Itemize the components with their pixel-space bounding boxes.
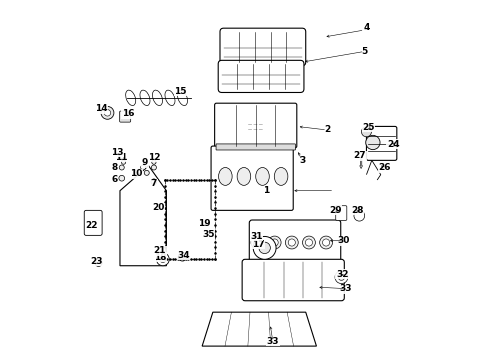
- Circle shape: [144, 170, 149, 175]
- Text: 1: 1: [263, 186, 270, 195]
- Circle shape: [101, 107, 114, 119]
- FancyBboxPatch shape: [249, 220, 341, 265]
- Circle shape: [152, 160, 156, 164]
- FancyBboxPatch shape: [211, 146, 293, 210]
- Circle shape: [362, 127, 371, 137]
- Text: 19: 19: [198, 219, 211, 228]
- Text: 4: 4: [363, 23, 369, 32]
- Circle shape: [151, 179, 157, 185]
- Text: 7: 7: [151, 179, 157, 188]
- Circle shape: [134, 170, 139, 175]
- FancyBboxPatch shape: [242, 259, 344, 301]
- Ellipse shape: [177, 90, 188, 105]
- FancyBboxPatch shape: [216, 144, 295, 150]
- Text: 13: 13: [111, 148, 123, 157]
- Ellipse shape: [152, 90, 163, 105]
- Polygon shape: [202, 312, 317, 346]
- Text: 34: 34: [177, 251, 190, 260]
- Text: 33: 33: [267, 337, 279, 346]
- Text: 35: 35: [202, 230, 215, 239]
- Text: 16: 16: [122, 109, 134, 118]
- Text: 33: 33: [340, 284, 352, 293]
- Text: 20: 20: [152, 203, 165, 212]
- Text: 31: 31: [250, 232, 263, 241]
- Text: 32: 32: [336, 270, 348, 279]
- Circle shape: [268, 236, 281, 249]
- Ellipse shape: [140, 90, 150, 105]
- Circle shape: [118, 154, 121, 157]
- Text: 28: 28: [351, 206, 364, 215]
- FancyBboxPatch shape: [120, 111, 131, 122]
- Text: 3: 3: [299, 156, 305, 165]
- FancyBboxPatch shape: [215, 103, 297, 148]
- Polygon shape: [120, 166, 167, 266]
- Text: — — —
— — —: — — — — — —: [248, 122, 263, 131]
- Circle shape: [160, 256, 166, 262]
- FancyArrow shape: [360, 158, 363, 168]
- FancyBboxPatch shape: [367, 126, 397, 160]
- Circle shape: [305, 239, 313, 246]
- Circle shape: [322, 239, 330, 246]
- Text: 2: 2: [324, 126, 330, 135]
- Circle shape: [151, 165, 156, 170]
- FancyBboxPatch shape: [218, 60, 304, 93]
- Circle shape: [254, 239, 261, 246]
- Circle shape: [122, 160, 126, 164]
- Circle shape: [104, 110, 111, 116]
- Circle shape: [95, 259, 102, 266]
- Circle shape: [271, 239, 278, 246]
- Text: 14: 14: [95, 104, 108, 113]
- FancyBboxPatch shape: [84, 210, 102, 235]
- Circle shape: [354, 210, 365, 221]
- Text: 29: 29: [329, 206, 342, 215]
- Ellipse shape: [256, 167, 270, 185]
- Ellipse shape: [274, 167, 288, 185]
- Circle shape: [119, 165, 124, 170]
- Text: 8: 8: [111, 163, 118, 172]
- Circle shape: [253, 237, 276, 259]
- Circle shape: [156, 253, 169, 266]
- Circle shape: [178, 252, 187, 261]
- Text: 15: 15: [174, 87, 187, 96]
- Circle shape: [338, 274, 344, 280]
- Text: 25: 25: [362, 123, 374, 132]
- Circle shape: [251, 236, 264, 249]
- Text: 21: 21: [154, 246, 166, 255]
- Text: 9: 9: [142, 158, 148, 167]
- Circle shape: [119, 175, 124, 181]
- Circle shape: [259, 242, 270, 253]
- Text: 26: 26: [378, 163, 391, 172]
- Circle shape: [141, 165, 146, 170]
- Circle shape: [319, 236, 333, 249]
- Text: 5: 5: [362, 47, 368, 56]
- Text: 30: 30: [337, 236, 349, 245]
- Text: 6: 6: [112, 175, 118, 184]
- Ellipse shape: [125, 90, 136, 105]
- Circle shape: [366, 135, 380, 150]
- Circle shape: [335, 271, 348, 284]
- Text: 11: 11: [115, 153, 128, 162]
- Ellipse shape: [165, 90, 175, 105]
- Text: 17: 17: [252, 240, 265, 249]
- Text: 24: 24: [387, 140, 399, 149]
- Text: 10: 10: [130, 169, 142, 178]
- Circle shape: [302, 236, 316, 249]
- Text: 27: 27: [354, 151, 367, 160]
- Text: 22: 22: [85, 221, 98, 230]
- FancyBboxPatch shape: [336, 206, 347, 220]
- Circle shape: [285, 236, 298, 249]
- Circle shape: [288, 239, 295, 246]
- Text: 12: 12: [148, 153, 161, 162]
- Ellipse shape: [219, 167, 232, 185]
- Text: 23: 23: [91, 257, 103, 266]
- Ellipse shape: [237, 167, 251, 185]
- FancyBboxPatch shape: [220, 28, 306, 66]
- Text: 18: 18: [154, 253, 166, 262]
